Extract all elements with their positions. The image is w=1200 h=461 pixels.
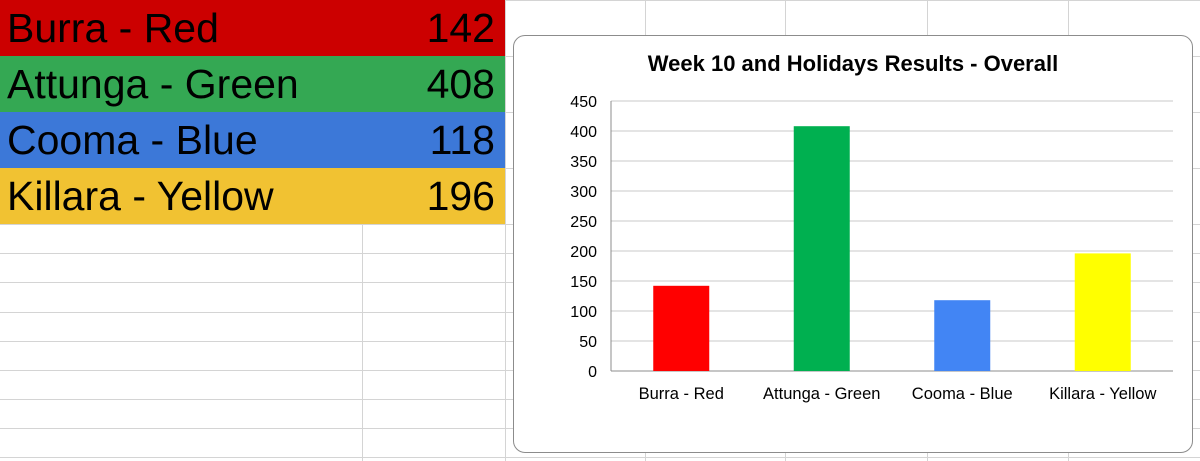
row-value: 196: [426, 172, 495, 219]
y-tick-label: 250: [570, 214, 597, 231]
grid-row-line: [0, 0, 1200, 1]
grid-column-line: [505, 0, 506, 461]
y-tick-label: 450: [570, 94, 597, 111]
x-tick-label: Attunga - Green: [763, 385, 880, 403]
grid-column-line: [362, 0, 363, 461]
table-row-cooma[interactable]: Cooma - Blue 118: [0, 112, 505, 168]
row-value: 118: [429, 116, 495, 163]
y-tick-label: 100: [570, 304, 597, 321]
y-tick-label: 350: [570, 154, 597, 171]
row-label: Cooma - Blue: [7, 116, 258, 163]
bar-4: [1074, 253, 1131, 371]
table-row-attunga[interactable]: Attunga - Green 408: [0, 56, 505, 112]
y-tick-label: 50: [579, 334, 597, 351]
chart-title: Week 10 and Holidays Results - Overall: [647, 51, 1059, 76]
x-tick-label: Killara - Yellow: [1049, 385, 1156, 403]
table-row-burra[interactable]: Burra - Red 142: [0, 0, 505, 56]
grid-row-line: [0, 457, 1200, 458]
table-row-killara[interactable]: Killara - Yellow 196: [0, 168, 505, 224]
y-tick-label: 200: [570, 244, 597, 261]
x-tick-label: Burra - Red: [639, 385, 724, 403]
y-tick-label: 0: [588, 364, 597, 381]
y-tick-label: 300: [570, 184, 597, 201]
row-label: Killara - Yellow: [7, 172, 274, 219]
row-value: 408: [426, 60, 495, 107]
bar-2: [793, 126, 850, 371]
row-value: 142: [426, 4, 495, 51]
bar-1: [653, 285, 710, 371]
row-label: Burra - Red: [7, 4, 219, 51]
y-tick-label: 150: [570, 274, 597, 291]
chart-plot-area: 0 50 100 150 200 250 300 350 400 450 Burra - Red At…: [570, 94, 1173, 403]
bar-chart[interactable]: Week 10 and Holidays Results - Overall 0…: [513, 35, 1193, 453]
row-label: Attunga - Green: [7, 60, 299, 107]
bar-3: [934, 300, 991, 371]
y-tick-label: 400: [570, 124, 597, 141]
x-tick-label: Cooma - Blue: [912, 385, 1013, 403]
